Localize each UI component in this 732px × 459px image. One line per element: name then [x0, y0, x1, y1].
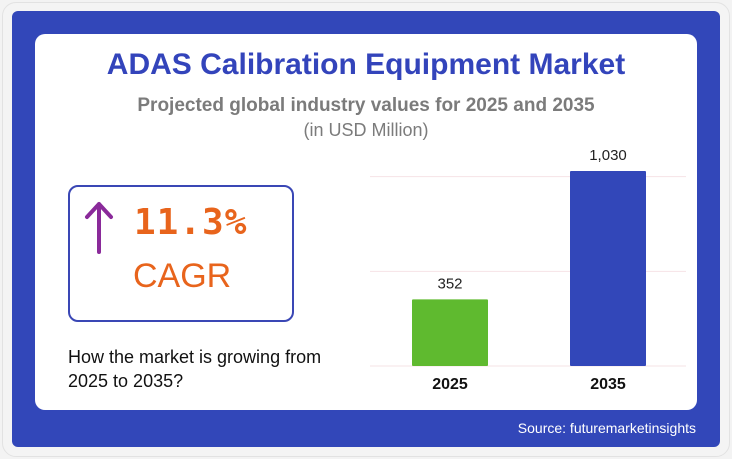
cagr-value: 11.3%	[134, 202, 248, 243]
unit-label: (in USD Million)	[303, 120, 429, 140]
question-text: How the market is growing from 2025 to 2…	[68, 347, 322, 391]
bar-2025	[412, 299, 488, 366]
x-tick-label: 2035	[590, 376, 626, 393]
bar-value-label: 352	[437, 275, 462, 292]
x-tick-label: 2025	[432, 376, 468, 393]
page-title: ADAS Calibration Equipment Market	[106, 48, 626, 81]
bar-2035	[570, 171, 646, 366]
subtitle: Projected global industry values for 202…	[137, 95, 595, 116]
source-text: Source: futuremarketinsights	[517, 420, 696, 436]
bar-value-label: 1,030	[589, 147, 627, 164]
cagr-box	[68, 185, 294, 322]
cagr-label: CAGR	[133, 257, 232, 295]
arrow-up-icon	[85, 202, 113, 254]
